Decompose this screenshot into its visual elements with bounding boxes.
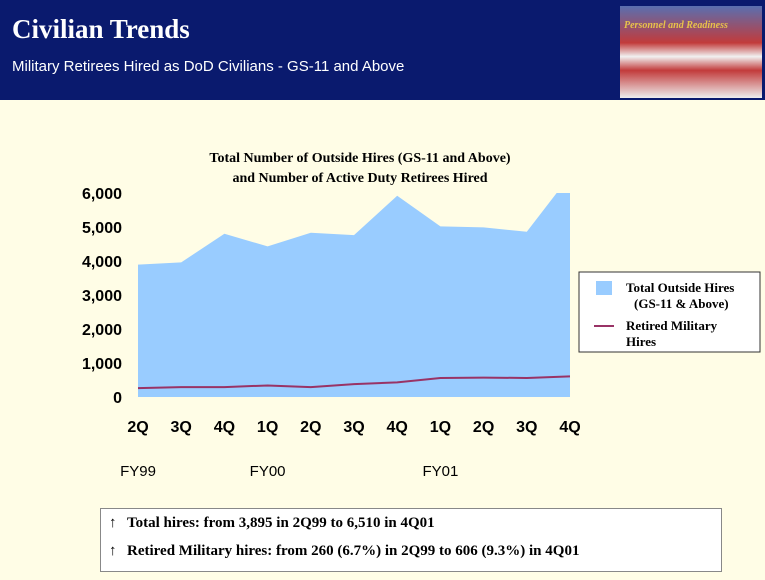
y-tick-label: 5,000 [82,220,122,237]
area [138,176,570,397]
group-label: FY00 [250,463,286,480]
logo-text: Personnel and Readiness [624,20,728,31]
plot [138,176,570,397]
y-tick-label: 1,000 [82,356,122,373]
legend-label: Total Outside Hires(GS-11 & Above) [626,280,734,311]
y-tick-label: 2,000 [82,322,122,339]
group-label: FY99 [120,463,156,480]
x-tick-label: 2Q [473,419,494,436]
group-label: FY01 [422,463,458,480]
subtitle: Military Retirees Hired as DoD Civilians… [12,58,404,75]
y-tick-label: 3,000 [82,288,122,305]
x-tick-label: 4Q [387,419,408,436]
note-text: Total hires: from 3,895 in 2Q99 to 6,510… [127,515,435,531]
x-tick-label: 2Q [300,419,321,436]
note: ↑Total hires: from 3,895 in 2Q99 to 6,51… [109,515,435,532]
note: ↑Retired Military hires: from 260 (6.7%)… [109,543,579,560]
x-tick-label: 4Q [214,419,235,436]
x-tick-label: 1Q [430,419,451,436]
y-tick-label: 6,000 [82,186,122,203]
note-text: Retired Military hires: from 260 (6.7%) … [127,543,579,559]
legend: Total Outside Hires(GS-11 & Above)Retire… [579,272,760,352]
chart: Total Number of Outside Hires (GS-11 and… [0,100,765,500]
title: Civilian Trends [12,14,190,45]
x-tick-label: 3Q [516,419,537,436]
header: Civilian Trends Military Retirees Hired … [0,0,765,100]
x-tick-label: 2Q [127,419,148,436]
chart-title: and Number of Active Duty Retirees Hired [232,171,487,186]
logo: Personnel and Readiness [620,6,762,98]
y-tick-label: 0 [113,390,122,407]
x-tick-label: 4Q [559,419,580,436]
x-tick-label: 1Q [257,419,278,436]
y-tick-label: 4,000 [82,254,122,271]
legend-swatch [596,281,612,295]
slide: Civilian Trends Military Retirees Hired … [0,0,765,580]
chart-title: Total Number of Outside Hires (GS-11 and… [209,151,511,166]
x-tick-label: 3Q [343,419,364,436]
x-tick-label: 3Q [171,419,192,436]
notes-box: ↑Total hires: from 3,895 in 2Q99 to 6,51… [100,508,722,572]
